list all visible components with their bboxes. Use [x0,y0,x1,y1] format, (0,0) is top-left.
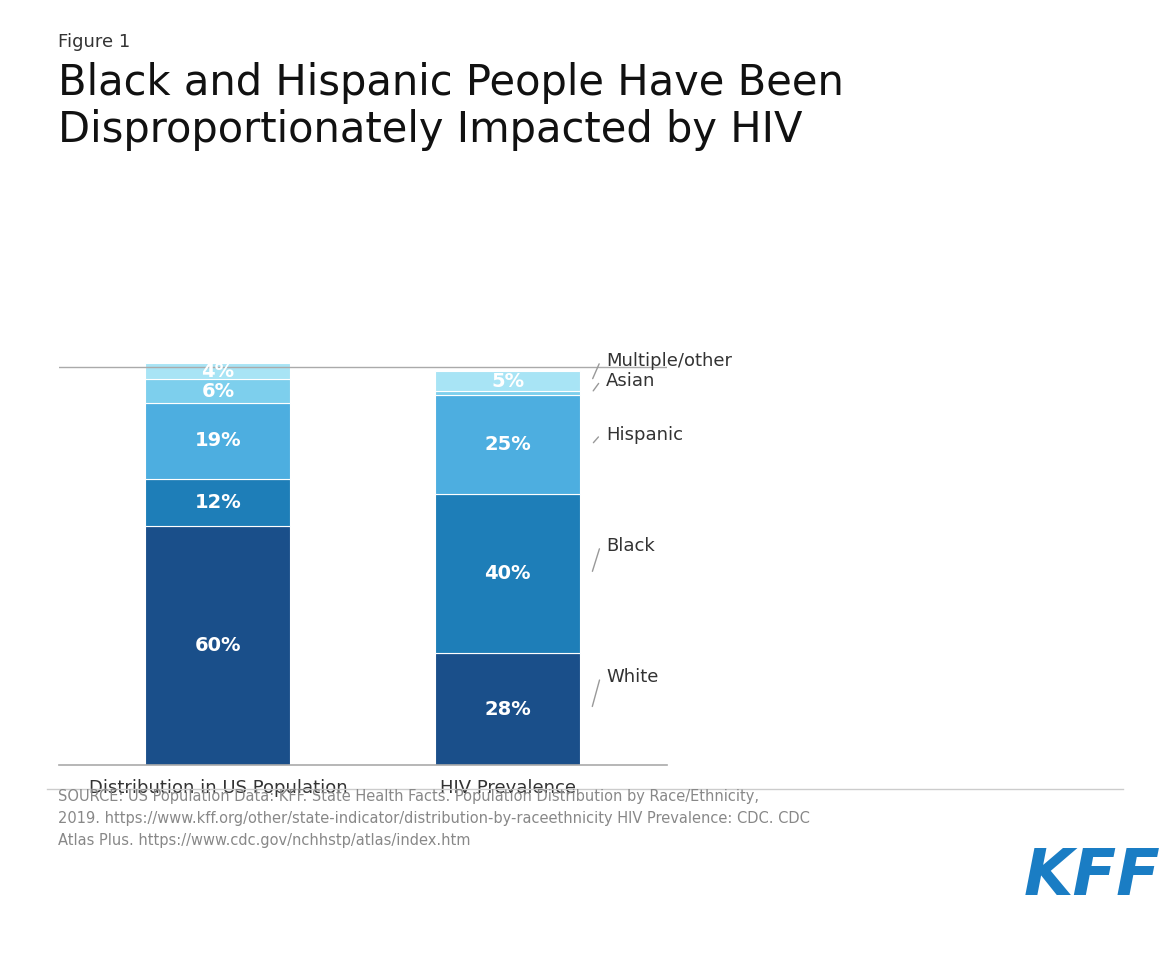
Text: 5%: 5% [491,372,524,391]
Text: Figure 1: Figure 1 [58,33,131,52]
Bar [435,494,580,654]
Bar [145,380,290,403]
Bar [435,391,580,395]
Bar [435,395,580,494]
Bar [145,479,290,526]
Text: SOURCE: US Population Data: KFF. State Health Facts. Population Distribution by : SOURCE: US Population Data: KFF. State H… [58,789,811,848]
Text: Multiple/other: Multiple/other [606,353,732,370]
Text: KFF: KFF [1024,846,1161,908]
Bar [145,526,290,765]
Text: Hispanic: Hispanic [606,425,683,444]
Text: 6%: 6% [201,381,234,401]
Bar [145,363,290,380]
Bar [435,371,580,391]
Text: 28%: 28% [484,700,531,719]
Text: 25%: 25% [484,435,531,454]
Bar [435,654,580,765]
Text: 40%: 40% [484,564,531,583]
Text: 60%: 60% [194,636,241,655]
Text: Black: Black [606,537,655,555]
Text: 19%: 19% [194,431,241,450]
Text: White: White [606,668,659,686]
Text: Black and Hispanic People Have Been
Disproportionately Impacted by HIV: Black and Hispanic People Have Been Disp… [58,62,845,151]
Text: Asian: Asian [606,372,655,390]
Bar [145,403,290,479]
Text: 4%: 4% [201,361,234,380]
Text: 12%: 12% [194,493,241,511]
